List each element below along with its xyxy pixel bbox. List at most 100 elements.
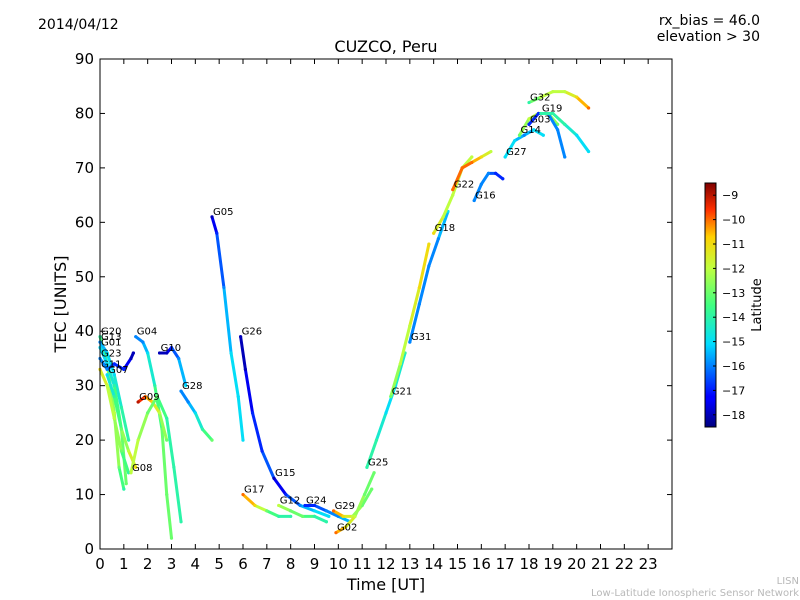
series-segment [360, 487, 374, 507]
series-segment [127, 449, 138, 469]
data-point [105, 384, 109, 388]
data-point [451, 193, 455, 197]
data-point [119, 405, 124, 410]
data-point [372, 471, 376, 475]
x-tick-label: 15 [448, 555, 467, 573]
series-segment [210, 215, 219, 235]
data-point [186, 400, 190, 404]
colorbar-tick-label: −10 [722, 214, 745, 227]
series-label: G23 [101, 348, 121, 359]
data-point [312, 514, 317, 518]
series-g27 [503, 128, 545, 159]
data-point [489, 149, 493, 154]
series-segment [253, 503, 269, 513]
data-point [153, 384, 157, 388]
series-segment [365, 438, 378, 469]
data-point [370, 487, 374, 491]
x-tick-label: 18 [519, 555, 538, 573]
series-segment [160, 427, 169, 497]
series-segment [522, 128, 536, 137]
data-point [289, 514, 293, 518]
series-segment [105, 351, 116, 377]
series-segment [265, 509, 281, 518]
series-g04 [134, 335, 174, 540]
series-segment [289, 509, 305, 518]
data-point [127, 438, 131, 442]
series-g26 [239, 335, 276, 480]
series-segment [193, 411, 204, 431]
series-segment [277, 503, 293, 513]
series-segment [229, 351, 240, 399]
series-g21 [389, 242, 431, 399]
series-segment [117, 465, 126, 491]
series-segment [575, 95, 591, 110]
data-point [513, 139, 517, 143]
data-point [210, 438, 214, 442]
data-point [112, 362, 116, 366]
series-label: G16 [475, 191, 495, 202]
data-point [586, 106, 591, 110]
x-tick-label: 10 [329, 555, 348, 573]
colorbar-tick-label: −18 [722, 409, 745, 422]
data-point [157, 351, 162, 355]
series-segment [298, 503, 316, 513]
series-segment [441, 193, 455, 219]
series-segment [332, 509, 345, 518]
data-point [503, 155, 507, 159]
data-point [427, 242, 431, 246]
series-label: G08 [132, 463, 152, 474]
series-segment [272, 476, 288, 497]
data-point [353, 514, 357, 518]
data-point [134, 465, 138, 469]
series-label: G10 [161, 343, 181, 354]
data-point [179, 520, 183, 524]
data-point [539, 95, 543, 99]
series-segment [98, 356, 109, 371]
series-segment [417, 264, 431, 306]
footer-org-short: LISN [776, 576, 799, 587]
series-segment [532, 128, 545, 137]
data-point [184, 384, 188, 388]
series-segment [539, 90, 555, 99]
series-label: G07 [108, 365, 128, 376]
x-tick-label: 13 [400, 555, 419, 573]
colorbar-tick-label: −17 [722, 384, 745, 397]
x-tick-label: 8 [286, 555, 296, 573]
data-point [272, 476, 276, 480]
series-g13 [98, 340, 131, 442]
colorbar-tick-label: −9 [722, 189, 738, 202]
data-point [436, 237, 441, 241]
series-segment [563, 90, 579, 99]
data-point [179, 389, 183, 393]
series-segment [408, 302, 421, 344]
data-point [312, 503, 317, 508]
series-segment [513, 133, 526, 143]
data-point [551, 90, 555, 94]
data-point [241, 438, 245, 442]
series-segment [241, 493, 257, 507]
data-point [119, 449, 124, 453]
series-segment [398, 324, 412, 366]
series-label: G21 [392, 387, 412, 398]
series-g22 [451, 149, 493, 192]
data-point [229, 351, 233, 355]
series-label: G17 [244, 485, 264, 496]
series-label: G15 [275, 468, 295, 479]
series-segment [479, 150, 493, 159]
series-segment [470, 155, 483, 164]
series-segment [260, 449, 276, 480]
data-point [165, 351, 169, 355]
data-point [427, 264, 431, 268]
data-point [539, 111, 543, 116]
data-point [551, 111, 555, 116]
data-point [470, 155, 474, 159]
date-label: 2014/04/12 [38, 17, 119, 33]
series-g11 [98, 367, 131, 475]
data-point [408, 324, 412, 328]
data-point [243, 367, 247, 371]
series-segment [343, 514, 357, 529]
data-point [165, 416, 169, 420]
series-segment [200, 427, 214, 442]
data-point [165, 492, 169, 497]
